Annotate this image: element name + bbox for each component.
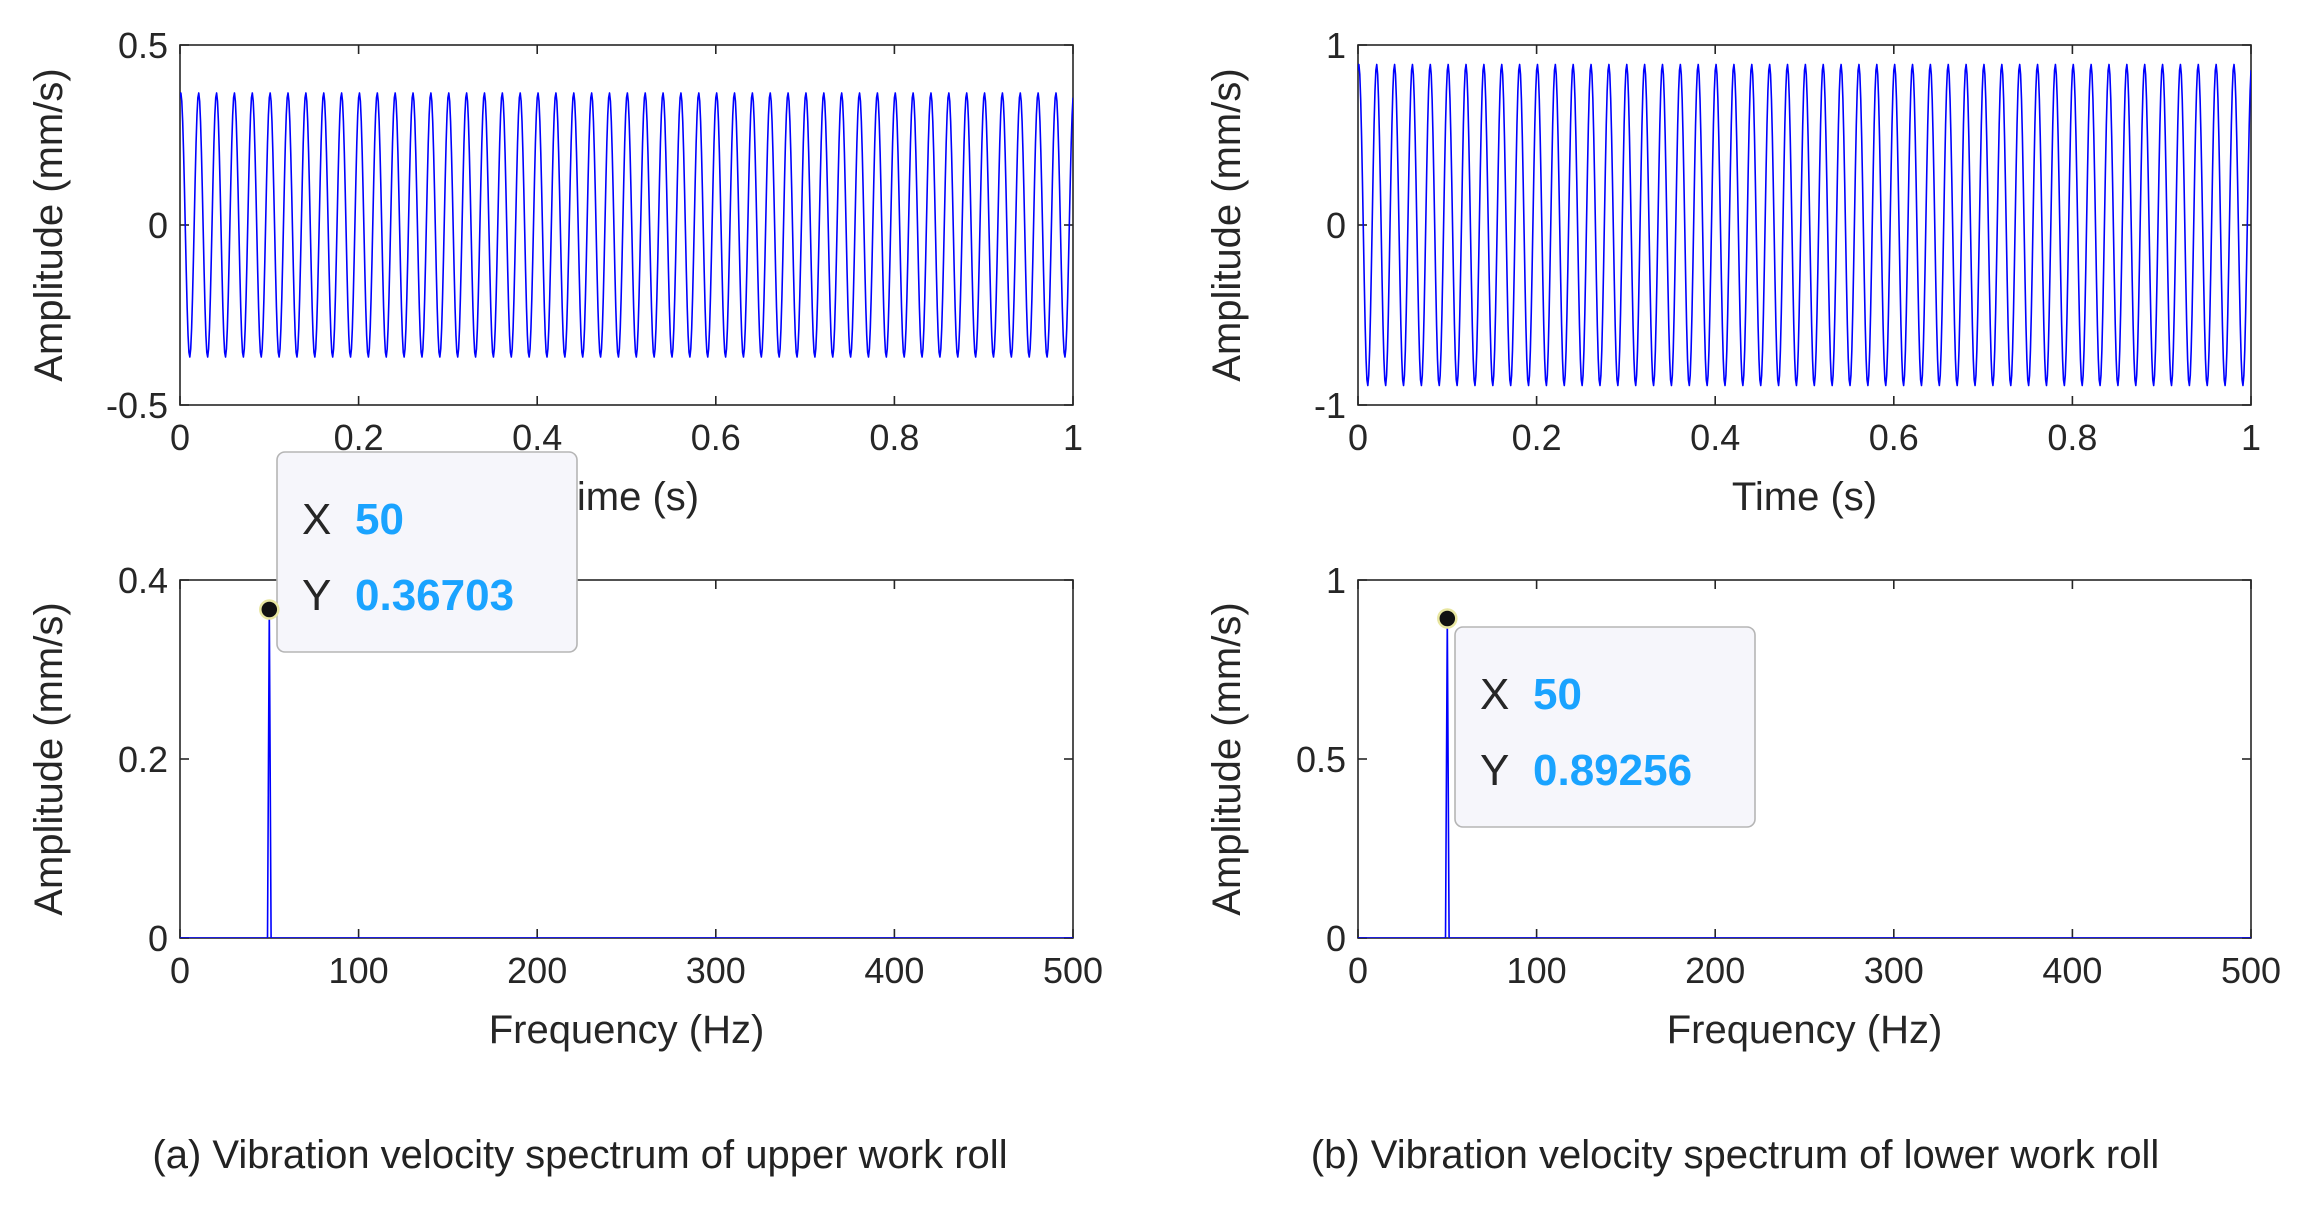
x-tick-label: 100 bbox=[329, 950, 389, 991]
upper-spectrum-chart: 0 100 200 300 400 500 0 0.2 0.4 Frequency (Hz) Amp… bbox=[27, 451, 1103, 1052]
x-tick-label: 1 bbox=[1063, 417, 1083, 458]
x-axis-label: Time (s) bbox=[554, 475, 699, 519]
x-axis-label: Time (s) bbox=[1732, 475, 1877, 519]
series-line-velocity bbox=[1358, 63, 2251, 387]
x-tick-label: 0.8 bbox=[2047, 417, 2097, 458]
y-tick-label: 1 bbox=[1326, 25, 1346, 66]
y-tick-label: 0.5 bbox=[118, 25, 168, 66]
datatip-box bbox=[1454, 626, 1756, 828]
y-axis-label: Amplitude (mm/s) bbox=[27, 602, 71, 915]
x-tick-label: 200 bbox=[1685, 950, 1745, 991]
y-tick-label: 0.2 bbox=[118, 739, 168, 780]
datatip-x-value: 50 bbox=[1533, 670, 1582, 719]
x-axis-label: Frequency (Hz) bbox=[1667, 1008, 1943, 1052]
x-tick-label: 400 bbox=[864, 950, 924, 991]
x-tick-label: 0.8 bbox=[869, 417, 919, 458]
x-tick-label: 200 bbox=[507, 950, 567, 991]
x-tick-label: 500 bbox=[2221, 950, 2281, 991]
datatip-x-key: X bbox=[1480, 670, 1509, 719]
x-tick-label: 500 bbox=[1043, 950, 1103, 991]
datatip-marker bbox=[1437, 608, 1458, 629]
datatip-y-value: 0.89256 bbox=[1533, 746, 1692, 795]
x-tick-label: 100 bbox=[1507, 950, 1567, 991]
y-tick-label: 1 bbox=[1326, 560, 1346, 601]
caption-left: (a) Vibration velocity spectrum of upper… bbox=[152, 1133, 1007, 1177]
datatip-x-value: 50 bbox=[355, 495, 404, 544]
x-tick-label: 0.2 bbox=[334, 417, 384, 458]
datatip-y-key: Y bbox=[302, 571, 331, 620]
y-axis-label: Amplitude (mm/s) bbox=[1205, 602, 1249, 915]
y-tick-label: 0 bbox=[148, 205, 168, 246]
x-tick-label: 300 bbox=[686, 950, 746, 991]
x-tick-label: 0.4 bbox=[512, 417, 562, 458]
datatip-y-key: Y bbox=[1480, 746, 1509, 795]
x-axis-label: Frequency (Hz) bbox=[489, 1008, 765, 1052]
y-tick-label: -1 bbox=[1314, 385, 1346, 426]
y-tick-label: 0 bbox=[1326, 918, 1346, 959]
axes-box bbox=[1357, 44, 2252, 406]
x-tick-label: 0 bbox=[170, 417, 190, 458]
x-tick-label: 0.2 bbox=[1512, 417, 1562, 458]
caption-right: (b) Vibration velocity spectrum of lower… bbox=[1311, 1133, 2159, 1177]
y-tick-label: 0 bbox=[148, 918, 168, 959]
y-axis-label: Amplitude (mm/s) bbox=[1205, 68, 1249, 381]
y-tick-label: 0 bbox=[1326, 205, 1346, 246]
x-tick-label: 0 bbox=[1348, 417, 1368, 458]
series-line-velocity bbox=[180, 92, 1073, 358]
y-axis-label: Amplitude (mm/s) bbox=[27, 68, 71, 381]
datatip-y-value: 0.36703 bbox=[355, 571, 514, 620]
datatip-x-key: X bbox=[302, 495, 331, 544]
x-tick-label: 0.6 bbox=[691, 417, 741, 458]
lower-spectrum-chart: 0 100 200 300 400 500 0 0.5 1 Frequency (Hz) Ampli… bbox=[1205, 560, 2281, 1052]
y-tick-label: 0.5 bbox=[1296, 739, 1346, 780]
x-tick-label: 0 bbox=[170, 950, 190, 991]
y-tick-label: -0.5 bbox=[106, 385, 168, 426]
x-tick-label: 0 bbox=[1348, 950, 1368, 991]
datatip-box bbox=[276, 451, 578, 653]
x-tick-label: 0.4 bbox=[1690, 417, 1740, 458]
x-tick-label: 0.6 bbox=[1869, 417, 1919, 458]
y-tick-label: 0.4 bbox=[118, 560, 168, 601]
x-tick-label: 300 bbox=[1864, 950, 1924, 991]
datatip-marker bbox=[259, 599, 280, 620]
x-tick-label: 400 bbox=[2042, 950, 2102, 991]
x-tick-label: 1 bbox=[2241, 417, 2261, 458]
